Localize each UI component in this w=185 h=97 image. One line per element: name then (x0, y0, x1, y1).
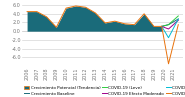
Legend: Crecimiento Potencial (Tendencia), Crecimiento Baseline, COVID-19 (Leve), COVID-: Crecimiento Potencial (Tendencia), Creci… (24, 86, 185, 96)
